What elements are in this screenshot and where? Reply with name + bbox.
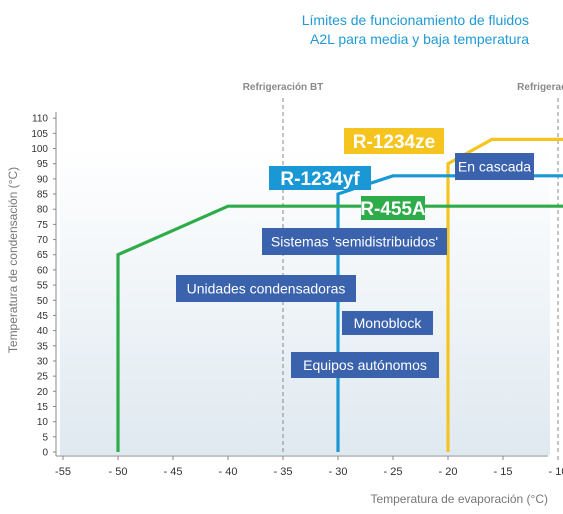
y-tick-label: 60 xyxy=(37,265,49,276)
y-tick-label: 50 xyxy=(37,296,49,307)
y-tick-label: 30 xyxy=(37,356,49,367)
series-envelope-r-1234ze xyxy=(446,137,563,452)
y-tick-label: 20 xyxy=(37,387,49,398)
series-envelope-r-455a xyxy=(116,204,563,452)
x-tick-label: - 40 xyxy=(219,466,238,478)
series-label-box xyxy=(361,196,425,220)
application-label-box xyxy=(291,352,439,378)
x-tick-label: - 10 xyxy=(549,466,563,478)
y-tick-label: 10 xyxy=(37,417,49,428)
y-tick-label: 105 xyxy=(31,129,48,140)
x-tick-label: - 15 xyxy=(494,466,513,478)
x-tick-label: - 50 xyxy=(109,466,128,478)
application-label: En cascada xyxy=(458,159,531,175)
chart-title-line-1: Límites de funcionamiento de fluidos xyxy=(301,12,529,28)
reference-line-label: Refrigeración BT xyxy=(243,82,324,93)
y-axis-label: Temperatura de condensación (°C) xyxy=(6,167,20,353)
y-tick-label: 95 xyxy=(37,159,49,170)
y-tick-label: 15 xyxy=(37,402,49,413)
y-tick-label: 110 xyxy=(32,114,48,125)
x-axis-label: Temperatura de evaporación (°C) xyxy=(370,492,548,506)
chart-title-line-2: A2L para media y baja temperatura xyxy=(310,31,529,47)
x-tick-label: -55 xyxy=(55,466,71,478)
y-tick-label: 65 xyxy=(37,250,49,261)
series-label: R-1234ze xyxy=(353,132,435,153)
y-tick-label: 70 xyxy=(37,235,49,246)
application-label-box xyxy=(176,275,356,302)
y-tick-label: 35 xyxy=(37,341,49,352)
y-tick-label: 25 xyxy=(37,372,49,383)
application-label-box xyxy=(455,153,534,180)
y-tick-label: 80 xyxy=(37,205,49,216)
series-label-box xyxy=(269,166,371,190)
application-label: Monoblock xyxy=(354,315,423,331)
application-label: Unidades condensadoras xyxy=(187,281,346,297)
x-tick-label: - 25 xyxy=(384,466,403,478)
application-label: Equipos autónomos xyxy=(303,357,427,373)
y-tick-label: 100 xyxy=(31,144,48,155)
x-tick-label: - 35 xyxy=(274,466,293,478)
y-tick-label: 90 xyxy=(37,174,49,185)
reference-line-label: Refrigeración MT xyxy=(517,82,563,93)
application-label-box xyxy=(342,311,433,335)
y-tick-label: 75 xyxy=(37,220,49,231)
y-tick-label: 55 xyxy=(37,281,49,292)
x-tick-label: - 45 xyxy=(164,466,183,478)
y-tick-label: 45 xyxy=(37,311,49,322)
application-label: Sistemas 'semidistribuidos' xyxy=(271,234,438,250)
series-label-box xyxy=(344,128,444,154)
series-label: R-455A xyxy=(360,199,426,220)
series-label: R-1234yf xyxy=(280,169,360,190)
x-tick-label: - 20 xyxy=(439,466,458,478)
y-tick-label: 40 xyxy=(37,326,49,337)
y-tick-label: 85 xyxy=(37,190,49,201)
y-tick-label: 5 xyxy=(42,432,48,443)
y-tick-label: 0 xyxy=(42,448,48,459)
application-label-box xyxy=(262,228,447,255)
x-tick-label: - 30 xyxy=(329,466,348,478)
